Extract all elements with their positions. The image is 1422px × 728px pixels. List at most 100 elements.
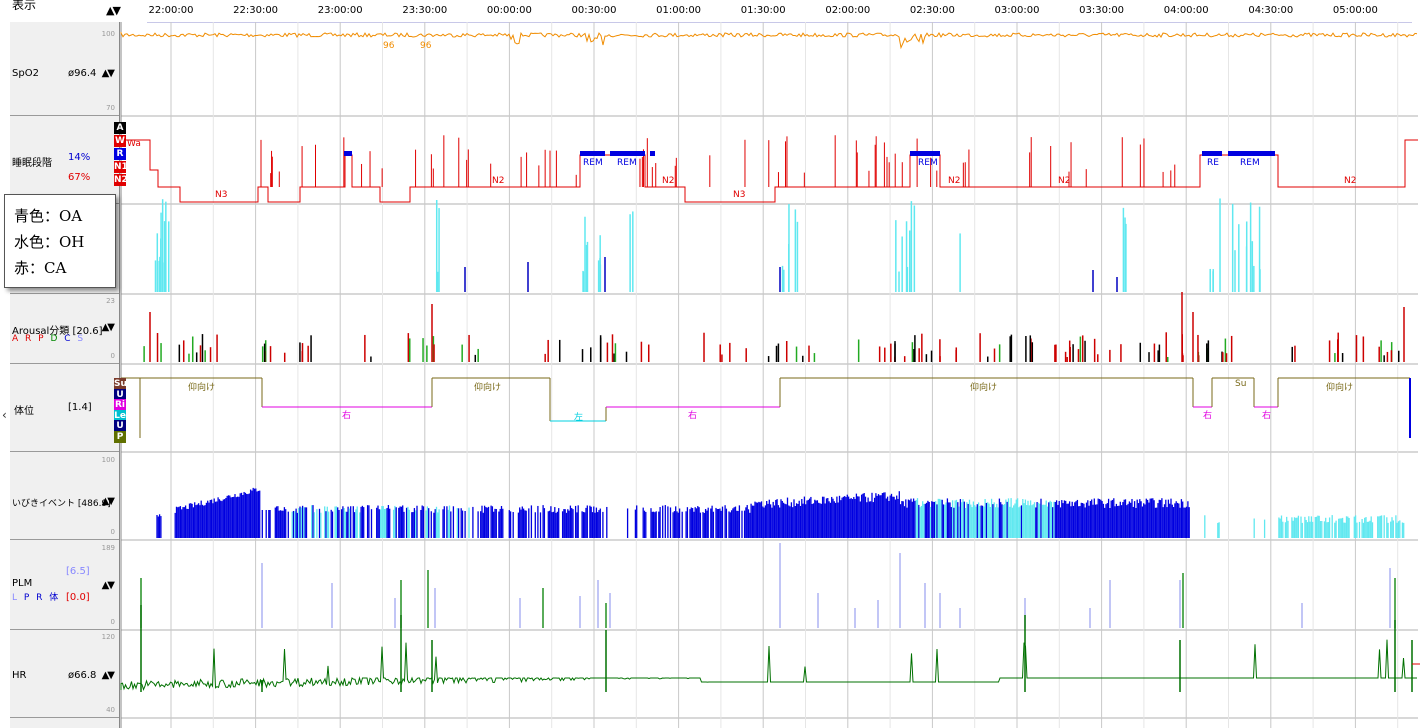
- track-name: HR: [12, 670, 27, 681]
- rem-bar: [344, 151, 352, 156]
- track-plm[interactable]: 189 [6.5] PLM ▲▼ L P R 体 [0.0] 0: [10, 540, 119, 630]
- sort-arrows-icon[interactable]: ▲▼: [101, 670, 115, 681]
- position-annotation: 右: [688, 409, 697, 421]
- time-label: 00:30:00: [571, 5, 617, 16]
- track-name: 体位: [14, 406, 34, 417]
- view-menu[interactable]: 表示: [12, 0, 37, 12]
- stage-code-badge: N2: [114, 174, 128, 186]
- position-annotation: 右: [342, 409, 351, 421]
- time-label: 04:00:00: [1163, 5, 1209, 16]
- stage-annotation: RE: [1207, 158, 1219, 168]
- nrem-percent: 67%: [68, 172, 91, 183]
- time-label: 05:00:00: [1332, 5, 1378, 16]
- stage-annotation: REM: [1240, 158, 1260, 168]
- timeline-header: 表示 ▲▼ 22:00:00 22:30:00 23:00:00 23:30:00 00…: [0, 0, 1422, 22]
- stage-annotation: REM: [583, 158, 603, 168]
- track-value: [1.4]: [68, 402, 92, 413]
- ytick-max: 120: [101, 633, 115, 641]
- stage-annotation: N2: [662, 176, 674, 186]
- stage-code-badge: N1: [114, 161, 128, 173]
- stage-annotation: REM: [918, 158, 938, 168]
- spo2-annotation: 96: [420, 41, 432, 51]
- position-annotation: 仰向け: [1326, 381, 1353, 393]
- track-hr[interactable]: 120 HR ø66.8 ▲▼ 40: [10, 630, 119, 718]
- collapse-panel-icon[interactable]: ‹: [2, 408, 7, 422]
- position-annotation: Su: [1235, 379, 1246, 389]
- position-code-badge: Ri: [114, 399, 126, 411]
- spo2-line: [120, 31, 1418, 50]
- track-value: ø66.8: [68, 670, 97, 681]
- subcategory-label: D: [50, 334, 65, 344]
- subcategory-label: L: [12, 593, 24, 603]
- rem-bar: [1228, 151, 1275, 156]
- subcategory-label: S: [77, 334, 86, 344]
- subcategory-label: C: [64, 334, 78, 344]
- stage-annotation: N2: [492, 176, 504, 186]
- position-annotation: 仰向け: [970, 381, 997, 393]
- time-label: 02:00:00: [825, 5, 871, 16]
- track-name: いびきイベント [486.9]: [12, 499, 111, 509]
- time-label: 03:00:00: [994, 5, 1040, 16]
- sort-arrows-icon[interactable]: ▲▼: [101, 68, 115, 79]
- ytick-max: 189: [101, 544, 115, 552]
- track-name: PLM: [12, 578, 33, 589]
- hypnogram-line: [121, 139, 1418, 203]
- track-arousal[interactable]: 23 Arousal分類 [20.6] ▲▼ A R P D C S 0: [10, 294, 119, 364]
- position-annotation: 仰向け: [188, 381, 215, 393]
- time-label: 23:00:00: [317, 5, 363, 16]
- rem-percent: 14%: [68, 152, 91, 163]
- position-code-badge: U: [114, 388, 126, 401]
- plm-value-1: [6.5]: [66, 566, 90, 577]
- plm-value-2: [0.0]: [66, 592, 90, 603]
- stage-annotation: N2: [1058, 176, 1070, 186]
- sort-arrows-icon[interactable]: ▲▼: [101, 496, 115, 507]
- sort-arrows-icon[interactable]: ▲▼: [101, 322, 115, 333]
- track-position[interactable]: 体位 [1.4] Su U Ri Le U P: [10, 364, 127, 452]
- subcategory-label: P: [23, 593, 37, 603]
- sort-arrows-icon[interactable]: ▲▼: [101, 580, 115, 591]
- subcategory-label: 体: [49, 593, 61, 603]
- ytick-min: 0: [110, 352, 115, 360]
- track-sleep-stage[interactable]: 睡眠段階 14% 67% A W R N1 N2: [10, 116, 128, 204]
- time-label: 01:00:00: [656, 5, 702, 16]
- track-name: 睡眠段階: [12, 158, 52, 169]
- position-code-badge: U: [114, 420, 126, 432]
- time-label: 00:00:00: [486, 5, 532, 16]
- time-label: 23:30:00: [402, 5, 448, 16]
- stage-annotation: REM: [617, 158, 637, 168]
- time-label: 22:30:00: [233, 5, 279, 16]
- time-label: 02:30:00: [909, 5, 955, 16]
- track-snore[interactable]: 100 いびきイベント [486.9] ▲▼ 0: [10, 452, 119, 540]
- hr-line: [120, 639, 1417, 691]
- ytick-min: 40: [106, 706, 115, 714]
- position-annotation: 右: [1262, 409, 1271, 421]
- rem-bar: [580, 151, 605, 156]
- subcategory-label: R: [36, 593, 50, 603]
- track-name: SpO2: [12, 68, 39, 79]
- ytick-max: 23: [106, 297, 115, 305]
- time-label: 04:30:00: [1248, 5, 1294, 16]
- ytick-min: 0: [110, 618, 115, 626]
- legend-oa: 青色：OA: [14, 207, 83, 225]
- time-label: 03:30:00: [1079, 5, 1125, 16]
- rem-bar: [650, 151, 655, 156]
- subcategory-label: P: [38, 334, 51, 344]
- time-label: 01:30:00: [740, 5, 786, 16]
- position-annotation: 右: [1203, 409, 1212, 421]
- sort-arrows-icon[interactable]: ▲▼: [106, 4, 121, 17]
- time-label: 22:00:00: [148, 5, 194, 16]
- track-spo2[interactable]: 100 SpO2 ø96.4 ▲▼ 70: [10, 22, 119, 116]
- subcategory-label: A: [12, 334, 26, 344]
- rem-bar: [610, 151, 645, 156]
- position-annotation: 左: [574, 411, 583, 423]
- stage-annotation: N2: [1344, 176, 1356, 186]
- arousal-subcategories: A R P D C S: [12, 334, 85, 344]
- track-value: ø96.4: [68, 68, 97, 79]
- stage-annotation: Wa: [127, 139, 141, 149]
- subcategory-label: R: [25, 334, 39, 344]
- position-annotation: 仰向け: [474, 381, 501, 393]
- track-respiratory[interactable]: [10, 204, 119, 294]
- position-code-badge: P: [114, 430, 126, 443]
- stage-code-badge: W: [114, 135, 126, 147]
